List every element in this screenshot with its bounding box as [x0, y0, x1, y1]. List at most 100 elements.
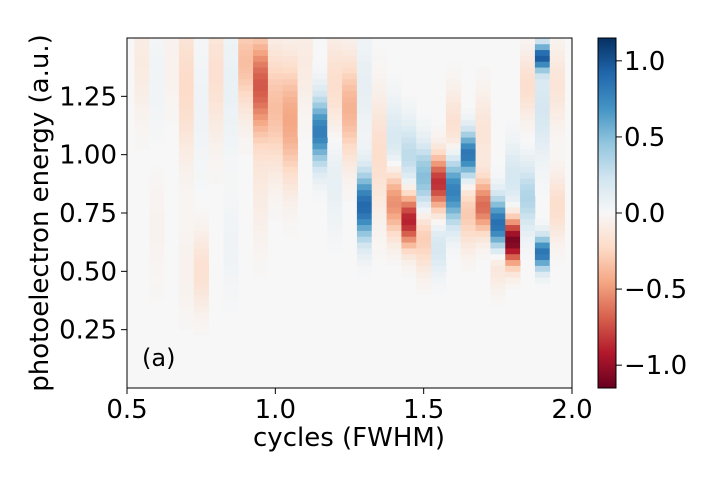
heatmap-cell: [134, 137, 150, 144]
heatmap-cell: [386, 178, 402, 185]
heatmap-cell: [416, 201, 432, 208]
heatmap-cell: [342, 143, 358, 150]
heatmap-cell: [356, 154, 373, 161]
heatmap-cell: [371, 172, 387, 179]
heatmap-cell: [178, 78, 195, 86]
heatmap-cell: [282, 49, 298, 56]
heatmap-cell: [223, 102, 239, 109]
x-tick-label: 0.5: [106, 395, 147, 425]
heatmap-cell: [371, 213, 387, 220]
heatmap-cell: [267, 131, 284, 138]
heatmap-cell: [386, 224, 402, 231]
heatmap-cell: [223, 283, 239, 290]
heatmap-cell: [445, 108, 462, 115]
heatmap-cell: [431, 178, 447, 185]
heatmap-cell: [416, 207, 432, 214]
heatmap-cell: [416, 113, 432, 121]
heatmap-cell: [475, 160, 491, 167]
heatmap-cell: [549, 259, 565, 266]
heatmap-cell: [416, 236, 432, 243]
heatmap-cell: [431, 207, 447, 214]
heatmap-cell: [253, 189, 269, 196]
heatmap-cell: [490, 283, 506, 290]
heatmap-cell: [297, 67, 313, 74]
heatmap-cell: [534, 283, 551, 290]
heatmap-cell: [253, 137, 269, 144]
heatmap-cell: [386, 248, 402, 255]
heatmap-cell: [520, 242, 536, 249]
heatmap-cell: [520, 143, 536, 150]
heatmap-cell: [267, 125, 284, 132]
heatmap-cell: [178, 294, 195, 301]
heatmap-cell: [356, 265, 373, 272]
heatmap-cell: [253, 38, 269, 45]
heatmap-cell: [342, 166, 358, 173]
heatmap-cell: [534, 154, 551, 161]
heatmap-cell: [490, 201, 506, 208]
heatmap-cell: [520, 125, 536, 132]
y-axis-label: photoelectron energy (a.u.): [25, 34, 55, 392]
heatmap-cell: [520, 201, 536, 208]
heatmap-cell: [253, 213, 269, 220]
heatmap-cell: [267, 148, 284, 156]
heatmap-cell: [282, 108, 298, 115]
heatmap-cell: [386, 218, 402, 226]
heatmap-cell: [460, 172, 476, 179]
heatmap-cell: [534, 265, 551, 272]
heatmap-cell: [134, 102, 150, 109]
heatmap-cell: [356, 160, 373, 167]
heatmap-cell: [371, 49, 387, 56]
heatmap-cell: [401, 207, 417, 214]
heatmap-cell: [327, 178, 343, 185]
heatmap-cell: [178, 119, 195, 126]
heatmap-cell: [193, 61, 209, 68]
heatmap-cell: [223, 166, 239, 173]
heatmap-cell: [490, 300, 506, 307]
heatmap-cell: [534, 178, 551, 185]
heatmap-cell: [253, 224, 269, 231]
heatmap-cell: [505, 189, 521, 196]
heatmap-cell: [386, 166, 402, 173]
heatmap-cell: [431, 154, 447, 161]
heatmap-cell: [178, 201, 195, 208]
heatmap-cell: [549, 67, 565, 74]
heatmap-cell: [460, 201, 476, 208]
heatmap-cell: [327, 218, 343, 226]
heatmap-cell: [549, 166, 565, 173]
heatmap-cell: [149, 102, 165, 109]
heatmap-cell: [223, 172, 239, 179]
heatmap-cell: [193, 329, 209, 336]
heatmap-cell: [178, 318, 195, 325]
heatmap-cell: [297, 84, 313, 91]
heatmap-cell: [178, 125, 195, 132]
heatmap-cell: [386, 131, 402, 138]
heatmap-cell: [401, 271, 417, 278]
heatmap-cell: [134, 131, 150, 138]
heatmap-cell: [431, 288, 447, 296]
y-tick-label: 0.50: [59, 257, 117, 287]
heatmap-cell: [342, 195, 358, 202]
heatmap-cell: [282, 195, 298, 202]
heatmap-cell: [534, 277, 551, 284]
heatmap-cell: [282, 148, 298, 156]
heatmap-cell: [238, 55, 254, 62]
heatmap-cell: [549, 84, 565, 91]
heatmap-cell: [549, 119, 565, 126]
heatmap-cell: [445, 213, 462, 220]
heatmap-cell: [549, 148, 565, 156]
heatmap-cell: [253, 248, 269, 255]
heatmap-cell: [312, 73, 328, 80]
heatmap-cell: [534, 73, 551, 80]
heatmap-cell: [534, 224, 551, 231]
heatmap-cell: [223, 178, 239, 185]
heatmap-cell: [371, 90, 387, 97]
heatmap-cell: [549, 137, 565, 144]
heatmap-cell: [253, 49, 269, 56]
heatmap-cell: [208, 61, 224, 68]
heatmap-cell: [445, 119, 462, 126]
heatmap-cell: [178, 189, 195, 196]
heatmap-cell: [178, 195, 195, 202]
heatmap-cell: [475, 154, 491, 161]
heatmap-cell: [549, 189, 565, 196]
heatmap-cell: [445, 96, 462, 103]
